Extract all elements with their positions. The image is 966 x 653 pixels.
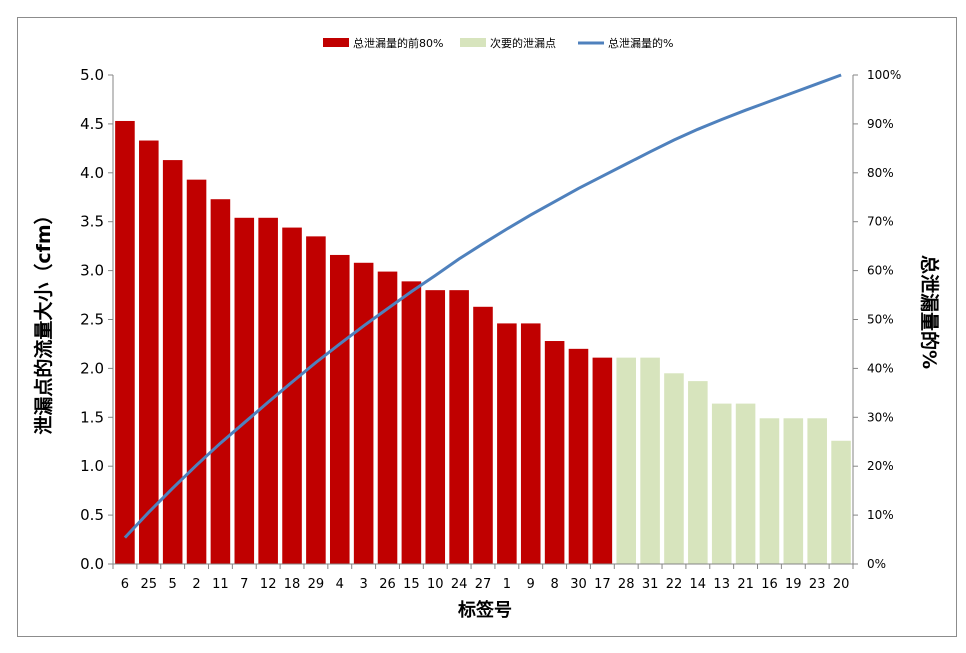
bar-2 (186, 179, 207, 564)
legend-label-cumulative: 总泄漏量的% (608, 36, 673, 50)
bar-18 (282, 227, 302, 564)
y-tick-label: 0.0 (80, 555, 104, 573)
x-tick-label: 7 (240, 577, 248, 592)
bar-3 (353, 262, 374, 564)
bar-7 (234, 217, 255, 565)
y2-tick-label: 50% (867, 313, 894, 327)
bar-26 (377, 271, 398, 564)
bar-31 (640, 357, 660, 564)
legend-label-minor: 次要的泄漏点 (490, 36, 556, 50)
y-tick-label: 1.0 (80, 457, 104, 475)
x-tick-label: 19 (785, 577, 802, 592)
bar-14 (688, 381, 708, 564)
y2-axis-title: 总泄漏量的% (918, 255, 941, 369)
y-axis-title: 泄漏点的流量大小（cfm） (32, 205, 55, 434)
y-tick-label: 4.5 (80, 115, 104, 133)
x-tick-label: 11 (212, 577, 229, 592)
x-tick-label: 12 (260, 577, 277, 592)
x-tick-label: 6 (121, 577, 129, 592)
x-tick-label: 1 (503, 577, 511, 592)
bar-20 (831, 440, 851, 564)
bar-27 (473, 306, 493, 564)
y-tick-label: 4.0 (80, 164, 104, 182)
bar-21 (735, 403, 756, 564)
x-tick-label: 18 (284, 577, 301, 592)
y-tick-label: 2.0 (80, 359, 104, 377)
bar-10 (425, 290, 446, 564)
x-axis-title: 标签号 (457, 599, 512, 621)
x-tick-label: 25 (141, 577, 158, 592)
y2-tick-label: 90% (867, 117, 894, 131)
x-tick-label: 14 (690, 577, 707, 592)
x-tick-label: 27 (475, 577, 492, 592)
legend-swatch-minor (460, 38, 486, 47)
y-tick-label: 2.5 (80, 311, 104, 329)
y2-tick-label: 100% (867, 68, 901, 82)
cumulative-percent-line (123, 73, 842, 539)
bar-5 (162, 160, 183, 564)
bar-9 (520, 323, 541, 564)
y2-tick-label: 30% (867, 410, 894, 424)
x-tick-label: 20 (833, 577, 850, 592)
x-tick-label: 23 (809, 577, 826, 592)
x-tick-label: 10 (427, 577, 444, 592)
bar-16 (759, 418, 780, 564)
x-tick-label: 9 (527, 577, 535, 592)
y-tick-label: 3.0 (80, 262, 104, 280)
x-tick-label: 24 (451, 577, 468, 592)
bar-29 (306, 236, 326, 564)
legend: 总泄漏量的前80% 次要的泄漏点 总泄漏量的% (323, 36, 673, 50)
bar-15 (401, 281, 422, 564)
y2-tick-label: 80% (867, 166, 894, 180)
bar-17 (592, 357, 613, 564)
x-tick-label: 22 (666, 577, 683, 592)
x-tick-label: 26 (379, 577, 396, 592)
y2-tick-label: 20% (867, 459, 894, 473)
x-tick-label: 28 (618, 577, 635, 592)
x-tick-label: 8 (550, 577, 558, 592)
x-tick-label: 21 (737, 577, 754, 592)
bar-22 (664, 373, 684, 564)
y2-tick-label: 40% (867, 361, 894, 375)
y-tick-label: 1.5 (80, 408, 104, 426)
x-tick-label: 31 (642, 577, 659, 592)
x-tick-label: 13 (713, 577, 730, 592)
bar-24 (449, 290, 469, 564)
x-tick-label: 17 (594, 577, 611, 592)
y-tick-label: 3.5 (80, 213, 104, 231)
bar-4 (329, 254, 350, 564)
y-tick-label: 5.0 (80, 66, 104, 84)
x-tick-label: 2 (192, 577, 200, 592)
bar-11 (210, 199, 231, 564)
legend-swatch-top80 (323, 38, 349, 47)
bar-13 (711, 403, 732, 564)
bar-1 (497, 323, 517, 564)
bar-19 (783, 418, 804, 564)
axes (108, 74, 858, 569)
y2-tick-label: 70% (867, 215, 894, 229)
x-tick-label: 16 (761, 577, 778, 592)
tick-labels: 0.0 0.5 1.0 1.5 2.0 2.5 3.0 3.5 4.0 4.5 5.0 0% 10% 20… (80, 66, 901, 592)
bar-30 (568, 348, 589, 564)
x-tick-label: 5 (169, 577, 177, 592)
bar-12 (258, 217, 278, 565)
bar-25 (139, 140, 159, 564)
y2-tick-label: 60% (867, 264, 894, 278)
x-tick-label: 4 (336, 577, 344, 592)
bar-6 (115, 120, 135, 564)
x-tick-label: 29 (308, 577, 325, 592)
bar-group (115, 120, 851, 565)
x-tick-label: 15 (403, 577, 420, 592)
y2-tick-label: 10% (867, 508, 894, 522)
bar-23 (807, 418, 827, 564)
bar-8 (544, 341, 565, 564)
x-tick-label: 3 (359, 577, 367, 592)
y-tick-label: 0.5 (80, 506, 104, 524)
legend-label-top80: 总泄漏量的前80% (353, 36, 443, 50)
y2-tick-label: 0% (867, 557, 886, 571)
bar-28 (616, 357, 637, 564)
x-tick-label: 30 (570, 577, 587, 592)
